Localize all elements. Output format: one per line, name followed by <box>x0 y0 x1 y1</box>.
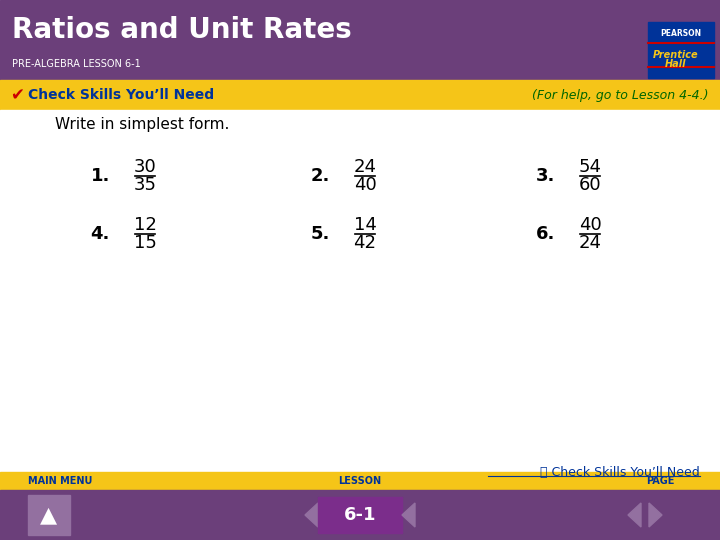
Text: 30: 30 <box>134 158 156 176</box>
Text: PAGE: PAGE <box>646 476 674 486</box>
Text: 42: 42 <box>354 234 377 252</box>
Text: 15: 15 <box>134 234 156 252</box>
Text: 54: 54 <box>578 158 601 176</box>
Text: MAIN MENU: MAIN MENU <box>28 476 92 486</box>
Text: Prentice: Prentice <box>653 50 699 60</box>
Text: 35: 35 <box>133 176 156 194</box>
Text: Ratios and Unit Rates: Ratios and Unit Rates <box>12 16 352 44</box>
Polygon shape <box>402 503 415 527</box>
Bar <box>0 80 720 110</box>
Bar <box>0 0 720 80</box>
Text: ▲: ▲ <box>40 505 58 525</box>
Text: ⓘ Check Skills You’ll Need: ⓘ Check Skills You’ll Need <box>540 465 700 478</box>
Text: PRE-ALGEBRA LESSON 6-1: PRE-ALGEBRA LESSON 6-1 <box>12 59 140 69</box>
Text: 12: 12 <box>134 216 156 234</box>
Text: 24: 24 <box>578 234 601 252</box>
Text: 5.: 5. <box>310 225 330 243</box>
Text: 6.: 6. <box>536 225 555 243</box>
Bar <box>648 22 714 78</box>
Text: 2.: 2. <box>310 167 330 185</box>
Polygon shape <box>649 503 662 527</box>
Text: Hall: Hall <box>665 59 687 69</box>
Text: 6-1: 6-1 <box>343 506 377 524</box>
Text: 1.: 1. <box>91 167 110 185</box>
Text: ✔: ✔ <box>10 86 24 104</box>
Text: 3.: 3. <box>536 167 555 185</box>
Bar <box>28 495 70 535</box>
Polygon shape <box>628 503 641 527</box>
Text: 40: 40 <box>354 176 377 194</box>
Polygon shape <box>305 503 318 527</box>
Text: (For help, go to Lesson 4-4.): (For help, go to Lesson 4-4.) <box>531 89 708 102</box>
Text: LESSON: LESSON <box>338 476 382 486</box>
Text: 24: 24 <box>354 158 377 176</box>
Bar <box>0 472 720 490</box>
Text: PEARSON: PEARSON <box>660 29 701 37</box>
Text: 4.: 4. <box>91 225 110 243</box>
Bar <box>318 497 402 533</box>
Text: 40: 40 <box>579 216 601 234</box>
Text: 14: 14 <box>354 216 377 234</box>
Text: Write in simplest form.: Write in simplest form. <box>55 118 230 132</box>
Text: 60: 60 <box>579 176 601 194</box>
Bar <box>0 110 720 490</box>
Text: Check Skills You’ll Need: Check Skills You’ll Need <box>28 88 214 102</box>
Bar <box>0 490 720 540</box>
